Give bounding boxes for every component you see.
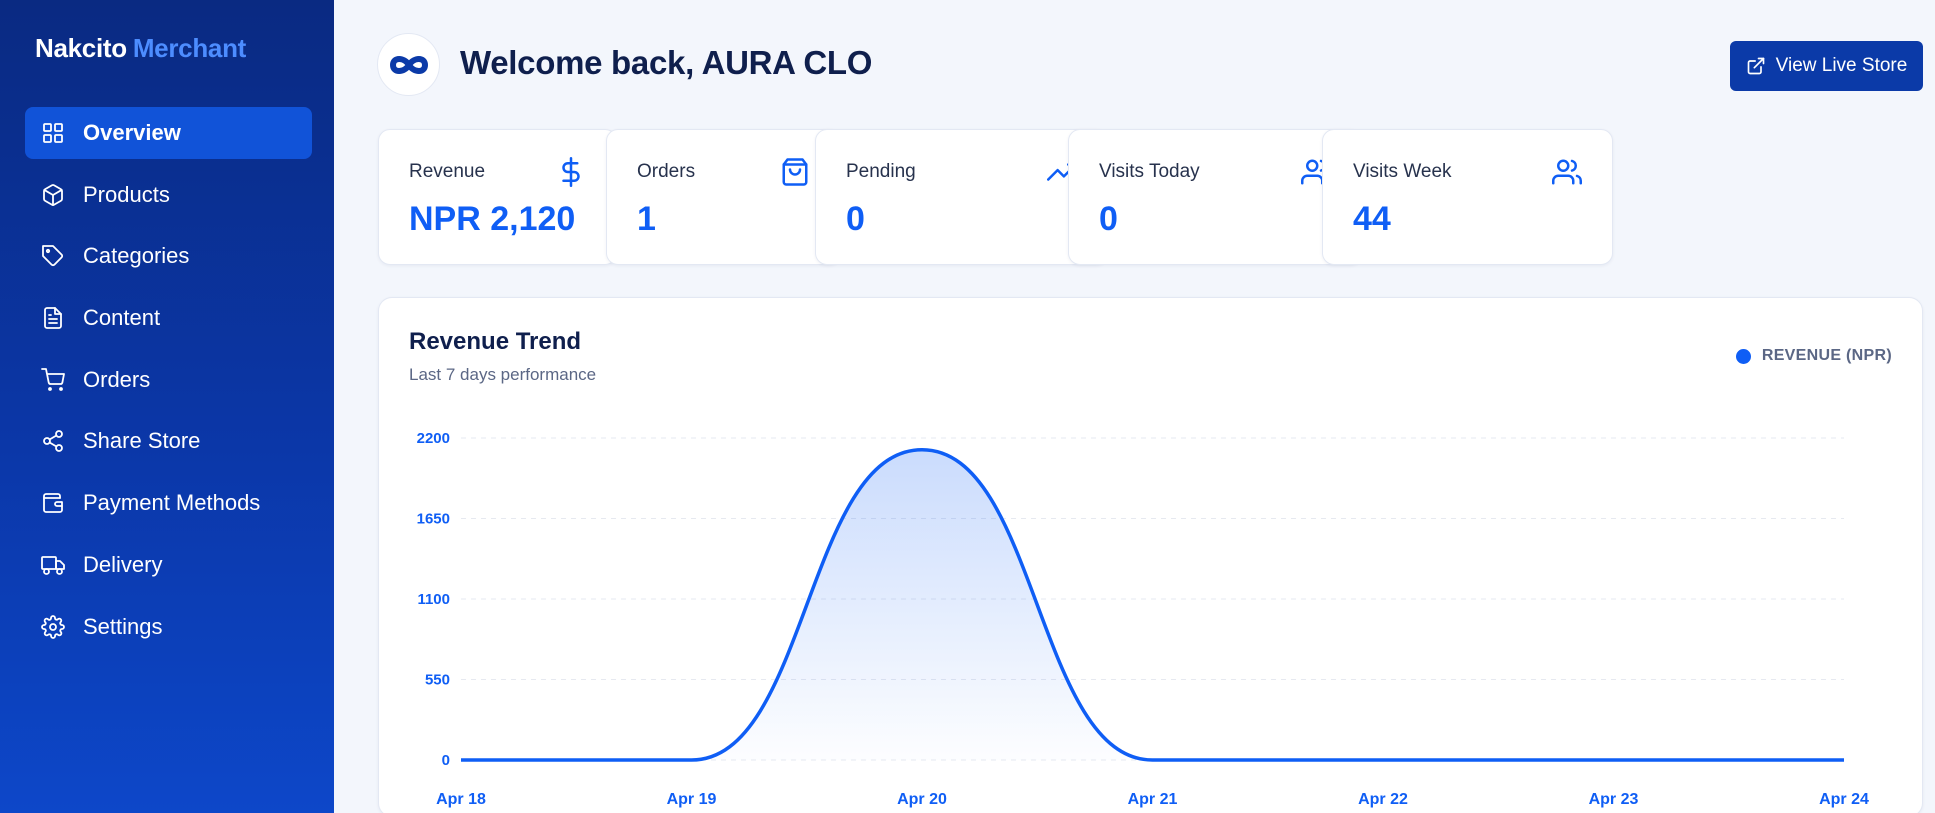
- shopping-bag-icon: [780, 157, 810, 187]
- store-logo: [377, 33, 440, 96]
- stat-value: 1: [637, 200, 656, 238]
- x-tick-label: Apr 19: [667, 791, 717, 808]
- sidebar-item-label: Products: [83, 181, 170, 207]
- gear-icon: [41, 614, 65, 639]
- y-tick-label: 2200: [417, 430, 450, 447]
- view-live-store-label: View Live Store: [1775, 55, 1908, 76]
- x-tick-label: Apr 20: [897, 791, 947, 808]
- stat-value: 0: [1099, 200, 1118, 238]
- sidebar-item-delivery[interactable]: Delivery: [25, 539, 312, 591]
- sidebar: Nakcito Merchant Overview Products Categori…: [0, 0, 334, 813]
- brand-logo[interactable]: Nakcito Merchant: [35, 33, 246, 64]
- stat-label: Pending: [846, 161, 916, 182]
- stat-value: 44: [1353, 200, 1391, 238]
- sidebar-item-label: Content: [83, 305, 161, 331]
- chart-title: Revenue Trend: [409, 328, 582, 355]
- view-live-store-button[interactable]: View Live Store: [1730, 41, 1923, 91]
- chart-subtitle: Last 7 days performance: [409, 365, 597, 384]
- sidebar-item-content[interactable]: Content: [25, 292, 312, 344]
- stat-card-visits-today: Visits Today 0: [1068, 129, 1362, 265]
- cart-icon: [41, 367, 65, 392]
- box-icon: [41, 183, 65, 207]
- tag-icon: [41, 244, 65, 268]
- sidebar-item-label: Settings: [83, 613, 163, 639]
- y-tick-label: 1100: [417, 591, 450, 608]
- sidebar-item-settings[interactable]: Settings: [25, 601, 312, 653]
- sidebar-item-label: Orders: [83, 366, 151, 392]
- revenue-chart: 0 550 1100 1650 2200 Apr 18 Apr 19 Apr 20 Apr 21…: [417, 430, 1869, 808]
- stat-value: NPR 2,120: [409, 200, 576, 238]
- stat-label: Orders: [637, 161, 696, 182]
- revenue-chart-card: Revenue Trend Last 7 days performance RE…: [378, 297, 1923, 813]
- stat-label: Visits Week: [1353, 161, 1452, 182]
- share-icon: [41, 429, 65, 453]
- users-icon: [1552, 157, 1582, 187]
- brand-name: Nakcito: [35, 33, 127, 63]
- x-tick-label: Apr 23: [1589, 791, 1639, 808]
- main-content: Welcome back, AURA CLO View Live Store R…: [334, 0, 1935, 813]
- brand-accent: Merchant: [132, 33, 247, 63]
- sidebar-item-orders[interactable]: Orders: [25, 354, 312, 406]
- stat-card-orders: Orders 1: [606, 129, 841, 265]
- x-tick-label: Apr 18: [436, 791, 486, 808]
- stat-label: Revenue: [409, 161, 486, 182]
- sidebar-item-payment-methods[interactable]: Payment Methods: [25, 477, 312, 529]
- stat-card-pending: Pending 0: [815, 129, 1108, 265]
- external-link-icon: [1747, 57, 1764, 75]
- sidebar-item-label: Payment Methods: [83, 490, 261, 516]
- x-tick-label: Apr 22: [1358, 791, 1408, 808]
- sidebar-nav: Overview Products Categories Content Orders S…: [25, 107, 312, 662]
- infinity-icon: [389, 55, 428, 74]
- revenue-area: [461, 449, 1844, 760]
- document-icon: [41, 306, 65, 330]
- x-tick-label: Apr 24: [1819, 791, 1869, 808]
- stat-card-revenue: Revenue NPR 2,120: [378, 129, 617, 265]
- stat-value: 0: [846, 200, 865, 238]
- y-tick-label: 0: [442, 752, 450, 769]
- page-title: Welcome back, AURA CLO: [460, 44, 873, 81]
- legend-dot: [1735, 348, 1751, 364]
- sidebar-item-share-store[interactable]: Share Store: [25, 415, 312, 467]
- sidebar-item-label: Share Store: [83, 428, 201, 454]
- stat-card-visits-week: Visits Week 44: [1322, 129, 1613, 265]
- sidebar-item-categories[interactable]: Categories: [25, 230, 312, 282]
- dollar-icon: [556, 157, 586, 187]
- legend-label: REVENUE (NPR): [1761, 347, 1892, 364]
- revenue-line: [461, 447, 1844, 762]
- sidebar-item-label: Delivery: [83, 551, 163, 577]
- truck-icon: [41, 553, 65, 577]
- sidebar-item-label: Categories: [83, 243, 190, 269]
- x-tick-label: Apr 21: [1128, 791, 1178, 808]
- sidebar-item-label: Overview: [83, 120, 181, 145]
- wallet-icon: [41, 491, 65, 515]
- y-tick-label: 1650: [417, 511, 450, 528]
- sidebar-item-products[interactable]: Products: [25, 169, 312, 221]
- grid-icon: [41, 121, 65, 145]
- sidebar-item-overview[interactable]: Overview: [25, 107, 312, 159]
- chart-legend: REVENUE (NPR): [1735, 347, 1892, 365]
- stat-label: Visits Today: [1099, 161, 1200, 182]
- y-tick-label: 550: [425, 672, 450, 689]
